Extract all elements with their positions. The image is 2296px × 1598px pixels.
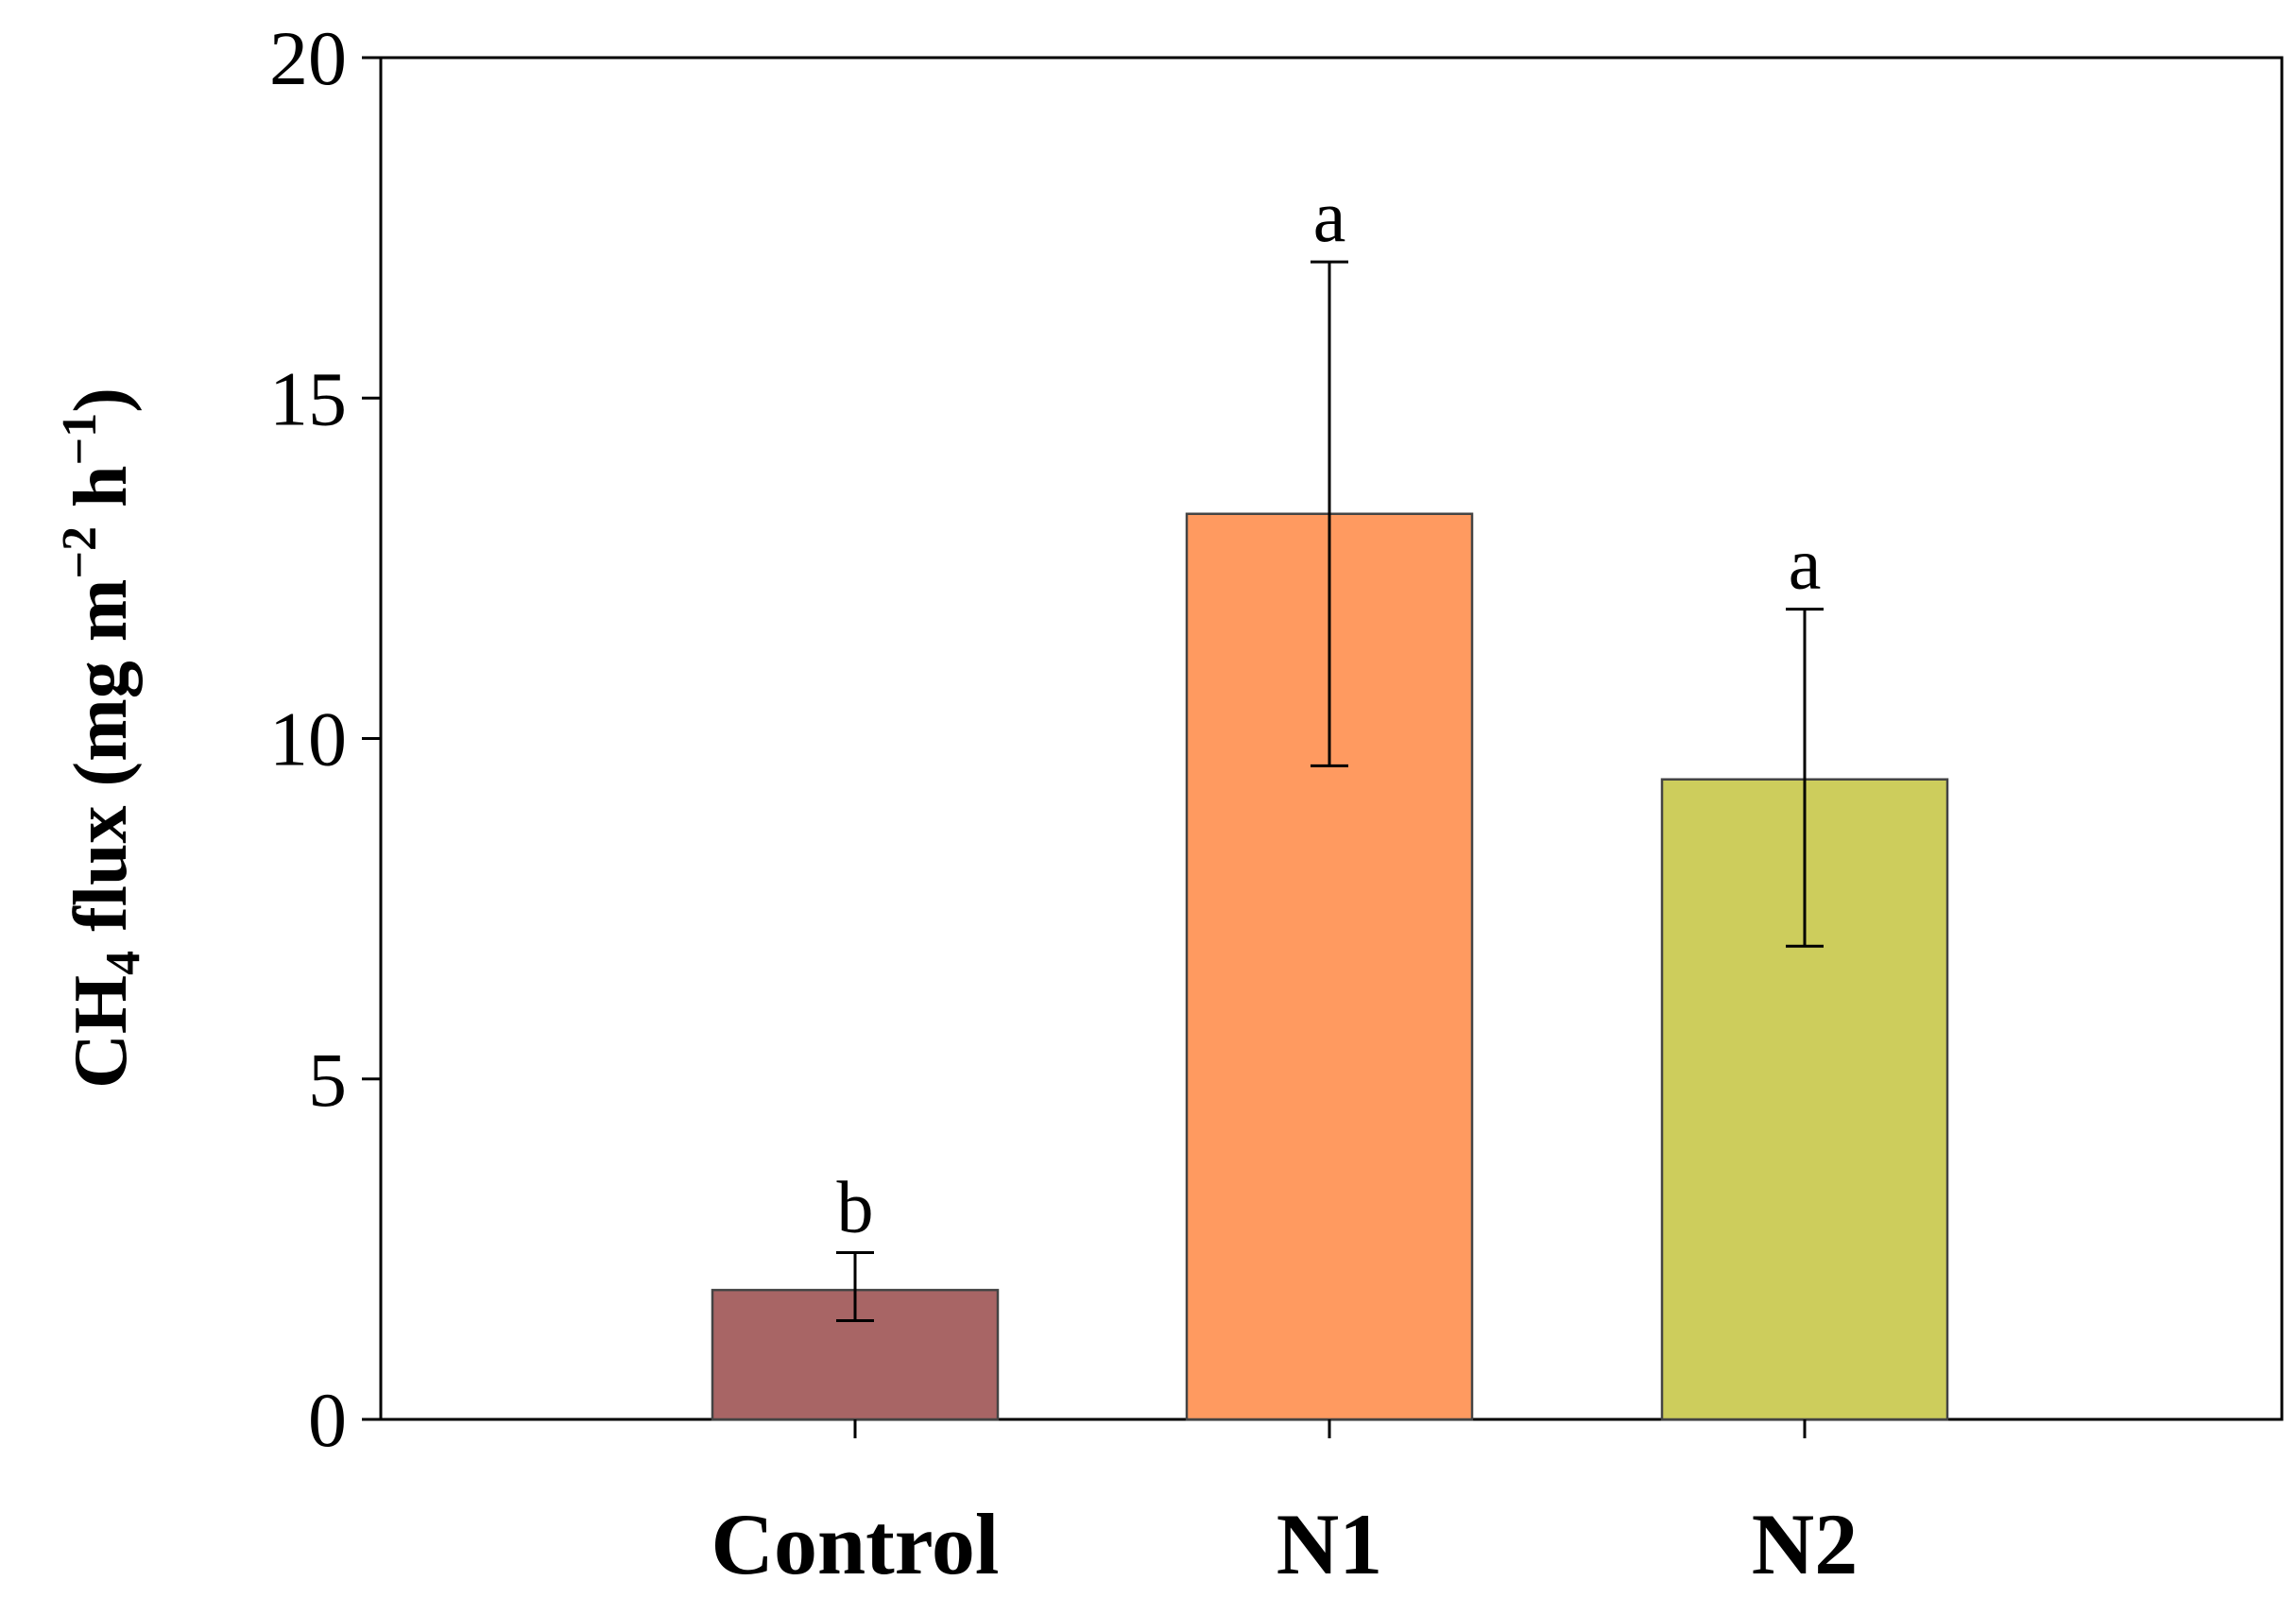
error-bars-layer (836, 260, 1824, 1323)
y-tick-label-20: 20 (269, 15, 347, 101)
y-title-prefix: CH (60, 975, 143, 1089)
y-axis: 0 5 10 15 20 (269, 15, 381, 1463)
y-axis-title: CH4 flux (mg m−2 h−1) (53, 387, 150, 1089)
significance-letter-n1: a (1313, 175, 1346, 257)
significance-letter-control: b (837, 1165, 874, 1247)
y-tick-label-10: 10 (269, 696, 347, 782)
x-axis: Control N1 N2 (711, 1419, 1858, 1592)
y-tick-label-0: 0 (308, 1377, 347, 1463)
x-tick-label-control: Control (711, 1496, 1000, 1592)
x-tick-label-n2: N2 (1752, 1496, 1858, 1592)
y-title-sup-2: −1 (53, 413, 107, 466)
y-title-middle: flux (mg m (60, 579, 143, 951)
y-tick-label-15: 15 (269, 355, 347, 441)
y-title-subscript: 4 (96, 951, 150, 975)
y-title-suffix: ) (60, 387, 143, 413)
y-tick-label-5: 5 (308, 1037, 347, 1123)
significance-letter-n2: a (1789, 523, 1822, 605)
x-tick-label-n1: N1 (1277, 1496, 1382, 1592)
y-title-sup-1: −2 (53, 526, 107, 579)
significance-letters: b a a (837, 175, 1822, 1247)
y-title-middle-2: h (60, 465, 143, 526)
